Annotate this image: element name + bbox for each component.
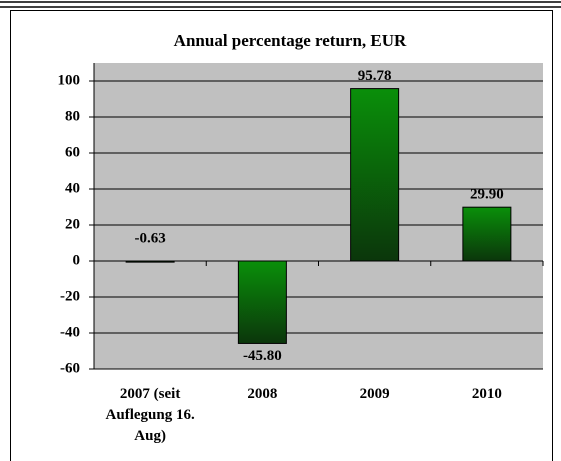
y-tick-label: -40 xyxy=(60,324,80,340)
bar xyxy=(125,260,175,263)
y-tick-label: -20 xyxy=(60,288,80,304)
y-tick-label: 80 xyxy=(65,108,80,124)
x-tick-label: 2010 xyxy=(471,386,502,402)
bar xyxy=(350,88,400,262)
data-label: -45.80 xyxy=(243,348,282,364)
x-tick-label: 2009 xyxy=(359,386,390,402)
y-tick-label: 0 xyxy=(73,252,81,268)
y-tick-label: -60 xyxy=(60,360,80,376)
y-tick-label: 100 xyxy=(58,72,81,88)
chart-title: Annual percentage return, EUR xyxy=(174,31,407,50)
y-tick-label: 20 xyxy=(65,216,80,232)
data-label: 29.90 xyxy=(470,187,504,203)
x-tick-label: 2008 xyxy=(247,386,278,402)
x-tick-label: 2007 (seit Auflegung 16. Aug) xyxy=(105,386,195,444)
y-tick-label: 60 xyxy=(65,144,80,160)
y-tick-label: 40 xyxy=(65,180,80,196)
bar xyxy=(237,260,287,344)
data-label: 95.78 xyxy=(358,68,392,84)
data-label: -0.63 xyxy=(135,230,166,246)
bar xyxy=(462,206,512,262)
